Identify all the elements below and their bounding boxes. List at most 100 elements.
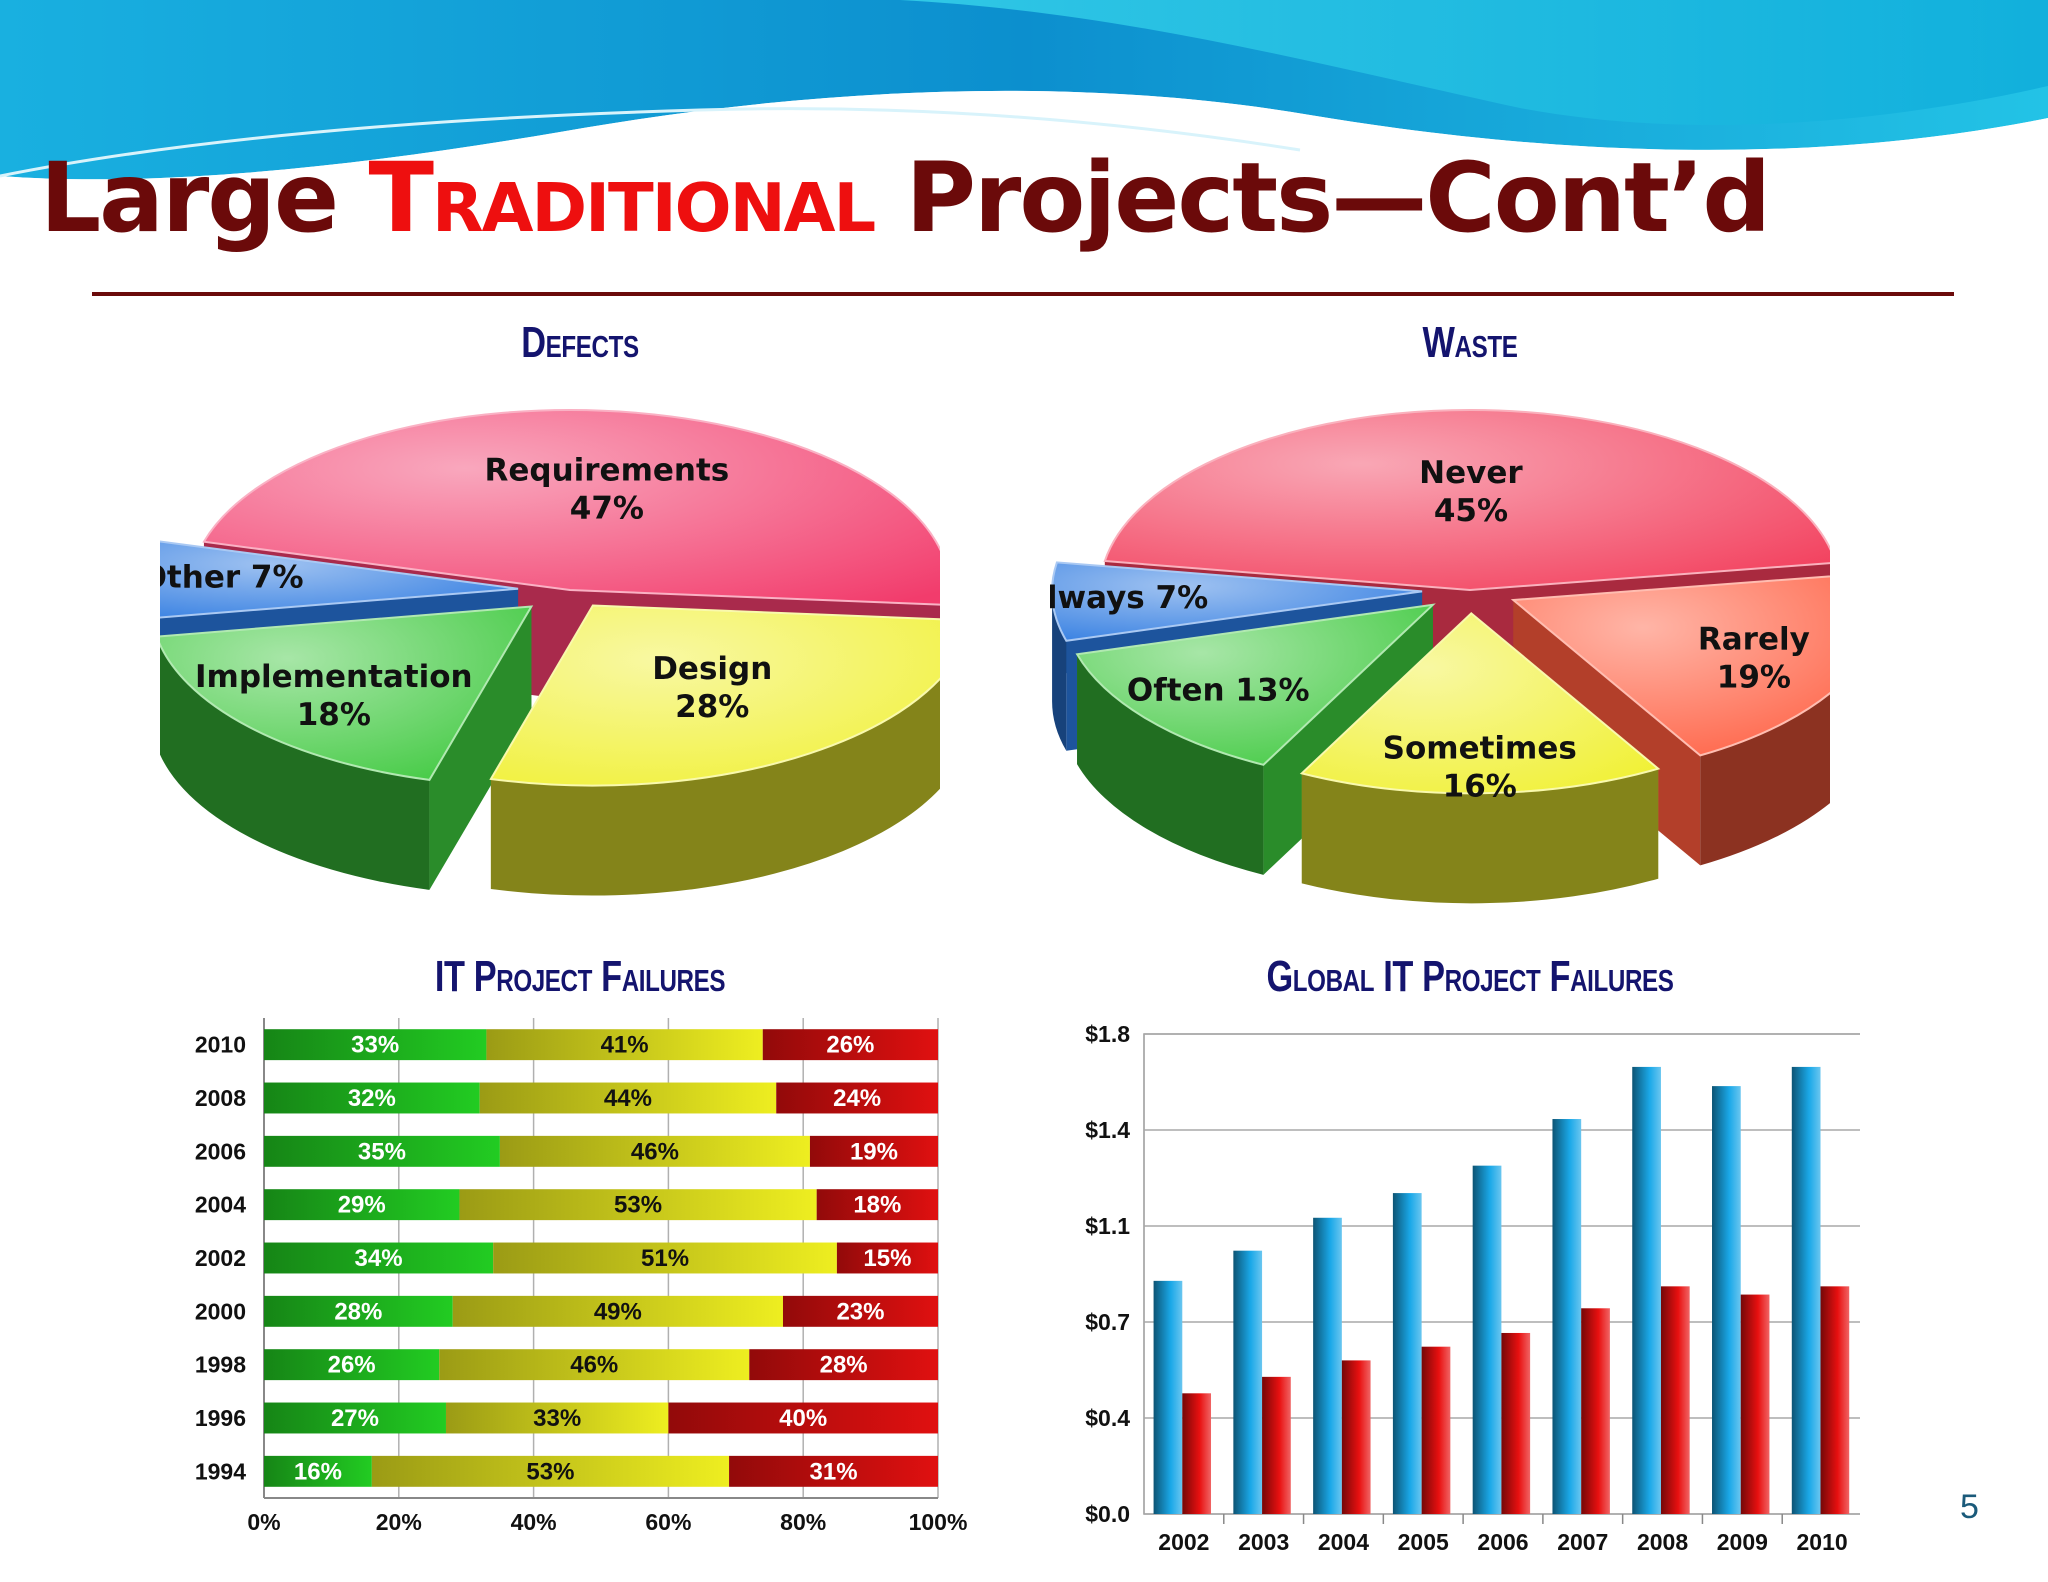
y-tick-label: $0.4 [1085, 1405, 1130, 1431]
pie-slice-rim [490, 678, 940, 896]
pie-label-name: Other [160, 559, 251, 595]
pie-label-sometimes: Sometimes 16% [1383, 730, 1577, 804]
x-tick-label: 20% [376, 1509, 422, 1530]
x-tick-label: 60% [645, 1509, 691, 1530]
bar-segment-2010-2 [762, 1029, 938, 1061]
column-2009-1 [1740, 1294, 1770, 1514]
waste-chart-title: Waste [1422, 318, 1518, 367]
bar-segment-1994-1 [371, 1455, 730, 1487]
y-category-label: 2002 [195, 1245, 246, 1271]
column-2008-1 [1660, 1286, 1690, 1514]
pie-slice-top [202, 409, 940, 606]
pie-label-requirements: Requirements 47% [484, 453, 729, 527]
global-failures-bar-chart: $0.0 $0.4 $0.7 $1.1 $1.4 $1.8 2002 2003 2004 2005… [1085, 1021, 1860, 1555]
bar-data-label: 28% [820, 1352, 868, 1379]
column-2007-1 [1581, 1308, 1610, 1514]
slide-title: Large Traditional Projects—Cont’d [40, 150, 2020, 246]
bar-segment-1994-2 [729, 1455, 938, 1487]
x-category-label: 2010 [1797, 1529, 1848, 1555]
bar-segment-2006-2 [809, 1135, 938, 1167]
pie-label-name: Always [1050, 580, 1156, 616]
y-category-label: 2004 [195, 1192, 246, 1218]
bar-data-label: 46% [570, 1352, 618, 1379]
header-wave-decoration [0, 0, 2048, 200]
bar-data-label: 34% [355, 1245, 403, 1272]
x-tick-label: 40% [511, 1509, 557, 1530]
bar-data-label: 23% [836, 1298, 884, 1325]
pie-slice-rim [1301, 768, 1659, 904]
bar-segment-2008-0 [264, 1082, 480, 1114]
bar-data-label: 19% [850, 1138, 898, 1165]
pie-slice-implementation [160, 605, 534, 890]
column-2006-1 [1501, 1332, 1531, 1514]
bar-data-label: 53% [526, 1458, 574, 1485]
pie-label-value: 7% [1156, 580, 1209, 616]
bar-data-label: 26% [328, 1352, 376, 1379]
bar-segment-2000-2 [782, 1295, 938, 1327]
x-category-label: 2009 [1717, 1529, 1768, 1555]
pie-label-name: Requirements [484, 453, 729, 489]
bar-segment-2000-1 [452, 1295, 783, 1327]
pie-label-design: Design 28% [652, 651, 772, 725]
bar-segment-2004-1 [459, 1189, 817, 1221]
bar-data-label: 31% [810, 1458, 858, 1485]
x-tick-label: 100% [909, 1509, 968, 1530]
y-tick-label: $1.8 [1085, 1021, 1130, 1047]
y-category-label: 2000 [195, 1298, 246, 1324]
page-number: 5 [1960, 1488, 1979, 1526]
bar-data-label: 33% [533, 1405, 581, 1432]
bar-segment-1998-0 [264, 1349, 440, 1381]
pie-slice-rim [1052, 591, 1067, 751]
pie-label-value: 16% [1443, 768, 1517, 804]
pie-slice-rim [1700, 693, 1830, 866]
title-suffix: Projects—Cont’d [874, 142, 1771, 254]
pie-label-name: Design [652, 651, 772, 687]
y-category-label: 2010 [195, 1032, 246, 1058]
bar-data-label: 24% [833, 1085, 881, 1112]
title-underline [92, 292, 1954, 296]
y-tick-label: $0.0 [1085, 1501, 1130, 1527]
x-category-label: 2007 [1557, 1529, 1608, 1555]
column-2006-0 [1472, 1165, 1502, 1514]
pie-slice-rim [160, 644, 430, 890]
bar-data-label: 16% [294, 1458, 342, 1485]
column-2005-0 [1392, 1193, 1422, 1514]
it-failures-bar-chart: 0% 20% 40% 60% 80% 100% 2010 33% 41% 26% 2008 32% 44… [195, 1018, 968, 1530]
y-category-label: 2006 [195, 1138, 246, 1164]
pie-label-implementation: Implementation 18% [195, 659, 473, 733]
x-category-label: 2006 [1477, 1529, 1528, 1555]
bar-data-label: 15% [863, 1245, 911, 1272]
bar-data-label: 44% [604, 1085, 652, 1112]
title-prefix: Large [40, 142, 369, 254]
bar-data-label: 51% [641, 1245, 689, 1272]
bar-data-label: 33% [351, 1032, 399, 1059]
x-category-label: 2003 [1238, 1529, 1289, 1555]
bar-segment-2002-0 [264, 1242, 494, 1274]
bar-segment-1998-2 [749, 1349, 938, 1381]
x-tick-label: 80% [780, 1509, 826, 1530]
column-2003-0 [1233, 1250, 1263, 1514]
bar-segment-2006-0 [264, 1135, 500, 1167]
pie-slice-top [160, 605, 534, 781]
bar-data-label: 18% [853, 1192, 901, 1219]
bar-segment-2008-2 [776, 1082, 938, 1114]
column-2007-0 [1552, 1119, 1582, 1514]
bar-segment-1998-1 [439, 1349, 750, 1381]
pie-slice-top [1103, 409, 1830, 592]
pie-label-value: 47% [570, 491, 644, 527]
title-highlight: Traditional [368, 142, 877, 254]
y-tick-label: $0.7 [1085, 1309, 1130, 1335]
pie-slice-top [1051, 561, 1423, 642]
pie-slice-design [489, 604, 940, 896]
pie-label-value: 28% [675, 689, 749, 725]
column-2003-1 [1262, 1376, 1291, 1514]
pie-slice-sometimes [1299, 612, 1661, 904]
pie-label-other: Other 7% [160, 559, 304, 595]
pie-label-name: Rarely [1698, 622, 1810, 658]
pie-label-name: Implementation [195, 659, 473, 695]
y-category-label: 1998 [195, 1352, 246, 1378]
pie-label-name: Sometimes [1383, 730, 1577, 766]
pie-slice-top [1510, 575, 1830, 757]
bar-segment-1996-2 [668, 1402, 938, 1434]
